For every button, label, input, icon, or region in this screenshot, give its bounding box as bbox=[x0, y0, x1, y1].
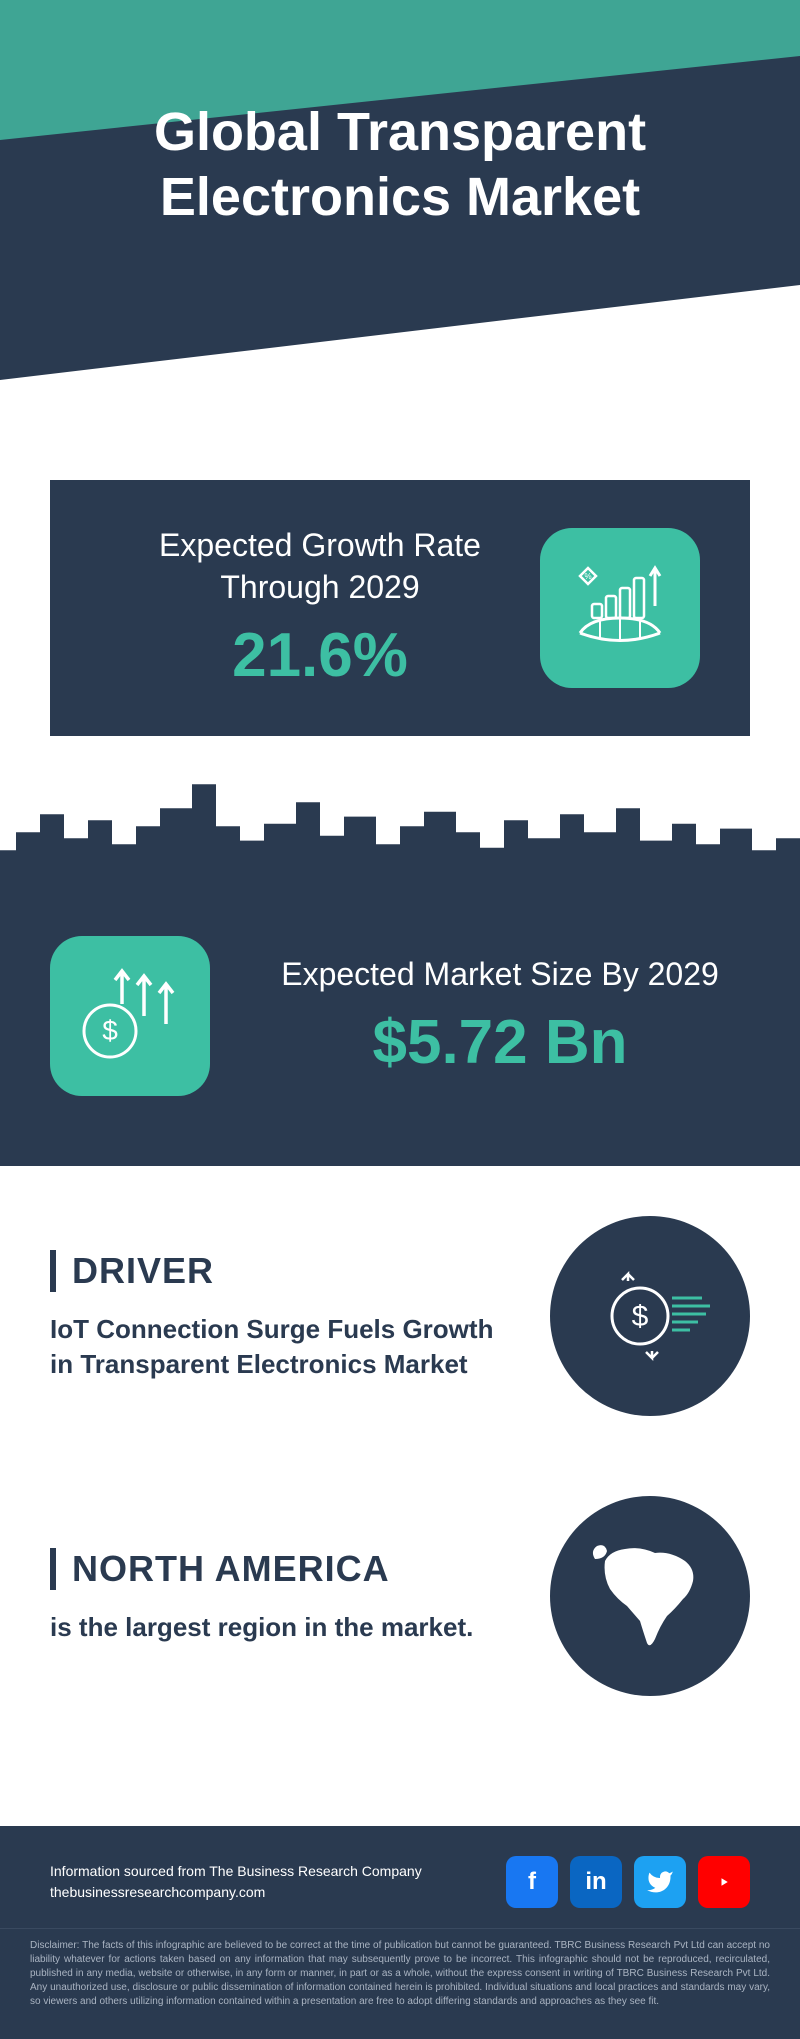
svg-text:$: $ bbox=[632, 1300, 649, 1333]
growth-rate-label: Expected Growth Rate Through 2029 bbox=[100, 525, 540, 608]
dollar-arrows-icon: $ bbox=[50, 936, 210, 1096]
region-desc: is the largest region in the market. bbox=[50, 1610, 510, 1645]
page-title: Global Transparent Electronics Market bbox=[0, 100, 800, 230]
driver-heading: DRIVER bbox=[50, 1250, 510, 1292]
market-size-value: $5.72 Bn bbox=[250, 1007, 750, 1078]
svg-text:%: % bbox=[584, 572, 591, 581]
growth-rate-box: Expected Growth Rate Through 2029 21.6% … bbox=[50, 480, 750, 736]
money-growth-icon: $ bbox=[70, 956, 190, 1076]
region-section: NORTH AMERICA is the largest region in t… bbox=[0, 1446, 800, 1726]
driver-section: DRIVER IoT Connection Surge Fuels Growth… bbox=[0, 1166, 800, 1446]
footer-line2: thebusinessresearchcompany.com bbox=[50, 1882, 422, 1903]
footer-text: Information sourced from The Business Re… bbox=[50, 1861, 422, 1903]
twitter-icon[interactable] bbox=[634, 1856, 686, 1908]
north-america-map-icon bbox=[575, 1521, 725, 1671]
youtube-icon[interactable] bbox=[698, 1856, 750, 1908]
linkedin-icon[interactable]: in bbox=[570, 1856, 622, 1908]
growth-chart-icon: % bbox=[540, 528, 700, 688]
region-icon bbox=[550, 1496, 750, 1696]
market-size-text: Expected Market Size By 2029 $5.72 Bn bbox=[250, 954, 750, 1079]
skyline-divider bbox=[0, 766, 800, 886]
header-section: Global Transparent Electronics Market bbox=[0, 0, 800, 480]
growth-rate-value: 21.6% bbox=[100, 620, 540, 691]
facebook-icon[interactable]: f bbox=[506, 1856, 558, 1908]
disclaimer: Disclaimer: The facts of this infographi… bbox=[0, 1928, 800, 2039]
social-icons: f in bbox=[506, 1856, 750, 1908]
dollar-flow-icon: $ bbox=[580, 1246, 720, 1386]
footer-line1: Information sourced from The Business Re… bbox=[50, 1861, 422, 1882]
driver-text: DRIVER IoT Connection Surge Fuels Growth… bbox=[50, 1250, 510, 1382]
region-text: NORTH AMERICA is the largest region in t… bbox=[50, 1548, 510, 1645]
growth-rate-text: Expected Growth Rate Through 2029 21.6% bbox=[100, 525, 540, 691]
region-heading: NORTH AMERICA bbox=[50, 1548, 510, 1590]
globe-chart-icon: % bbox=[560, 548, 680, 668]
driver-icon: $ bbox=[550, 1216, 750, 1416]
footer: Information sourced from The Business Re… bbox=[0, 1826, 800, 1928]
driver-desc: IoT Connection Surge Fuels Growth in Tra… bbox=[50, 1312, 510, 1382]
svg-text:$: $ bbox=[102, 1015, 118, 1046]
market-size-box: $ Expected Market Size By 2029 $5.72 Bn bbox=[0, 886, 800, 1166]
market-size-label: Expected Market Size By 2029 bbox=[250, 954, 750, 996]
